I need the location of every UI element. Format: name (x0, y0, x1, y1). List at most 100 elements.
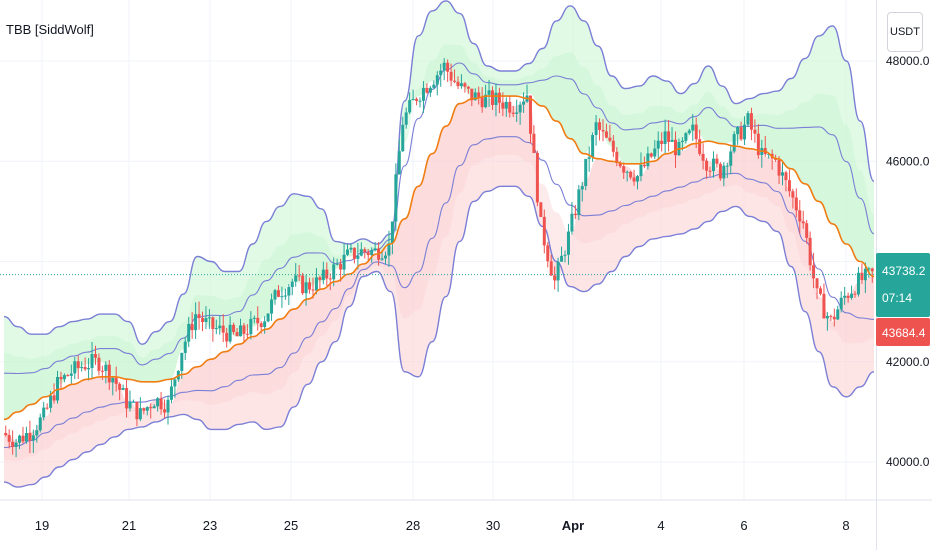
x-tick-label: 25 (284, 518, 298, 533)
candle (439, 63, 443, 87)
candle (522, 92, 526, 113)
x-tick-label: 23 (203, 518, 217, 533)
candle (687, 128, 691, 135)
candle (715, 154, 719, 168)
candle (553, 266, 557, 290)
moving-average-line (3, 95, 875, 421)
candle (394, 163, 398, 232)
candle (850, 285, 854, 300)
candle (121, 384, 125, 391)
candle (646, 146, 650, 170)
candle (736, 126, 740, 145)
candle (335, 258, 339, 266)
candle (207, 309, 211, 329)
upper-band-line (3, 0, 875, 345)
candle (166, 395, 170, 425)
candle (570, 202, 574, 235)
candle (80, 361, 84, 372)
candle (718, 162, 722, 181)
candle (287, 283, 291, 306)
candle (477, 86, 481, 105)
upper-band-fill (4, 0, 874, 420)
candle (418, 97, 422, 108)
candle (839, 291, 843, 313)
candle (249, 311, 253, 340)
candle (456, 76, 460, 90)
candle (535, 150, 539, 207)
candle (187, 317, 191, 348)
candle (38, 413, 42, 433)
candle (318, 275, 322, 290)
candle (93, 345, 97, 365)
candle (370, 247, 374, 263)
candle (853, 290, 857, 298)
candle (138, 397, 142, 422)
candle (615, 147, 619, 167)
candle (387, 230, 391, 267)
candle (308, 277, 312, 294)
candle (342, 242, 346, 276)
candle (349, 243, 353, 253)
candle (801, 210, 805, 229)
candle (201, 311, 205, 332)
candle (497, 87, 501, 114)
candle (411, 89, 415, 101)
candle (508, 96, 512, 118)
x-tick-label: 28 (406, 518, 420, 533)
candle (325, 262, 329, 286)
candle (149, 403, 153, 419)
candle (825, 312, 829, 331)
candle (629, 170, 633, 180)
candle (218, 315, 222, 335)
candle (183, 336, 187, 360)
candle (107, 360, 111, 391)
candle (204, 306, 208, 330)
candle (587, 146, 591, 172)
candle (446, 59, 450, 82)
x-tick-label: 4 (657, 518, 664, 533)
candle (228, 316, 232, 344)
candle (114, 366, 118, 392)
candle (14, 438, 18, 458)
candle (466, 85, 470, 94)
candle (608, 124, 612, 143)
candle (276, 285, 280, 298)
candle (11, 430, 15, 455)
candle (781, 162, 785, 186)
candle (373, 242, 377, 252)
candle (504, 97, 508, 117)
candle (856, 267, 860, 297)
candle (18, 434, 22, 450)
candle (639, 152, 643, 182)
candle (425, 83, 429, 94)
candle (263, 316, 267, 334)
candle (194, 302, 198, 339)
candle (128, 390, 132, 412)
candle (273, 288, 277, 305)
candle (321, 261, 325, 285)
candle (459, 74, 463, 89)
candle (632, 169, 636, 186)
candle (346, 243, 350, 256)
x-axis-ticks: 19 21 23 25 28 30 Apr 4 6 8 (35, 518, 850, 533)
candle (62, 373, 66, 383)
candle (59, 371, 63, 390)
candle (125, 378, 129, 418)
candle (822, 283, 826, 319)
candle (729, 146, 733, 175)
candle (408, 92, 412, 115)
candle (66, 373, 70, 377)
x-tick-label: 8 (842, 518, 849, 533)
candle (42, 401, 46, 421)
candle (815, 277, 819, 300)
candle (169, 378, 173, 404)
candle (836, 305, 840, 320)
candle (739, 121, 743, 141)
candle (432, 80, 436, 90)
x-tick-label: Apr (562, 518, 584, 533)
currency-button[interactable]: USDT (887, 12, 923, 52)
candle (494, 83, 498, 117)
candle (511, 105, 515, 118)
candle (791, 188, 795, 209)
